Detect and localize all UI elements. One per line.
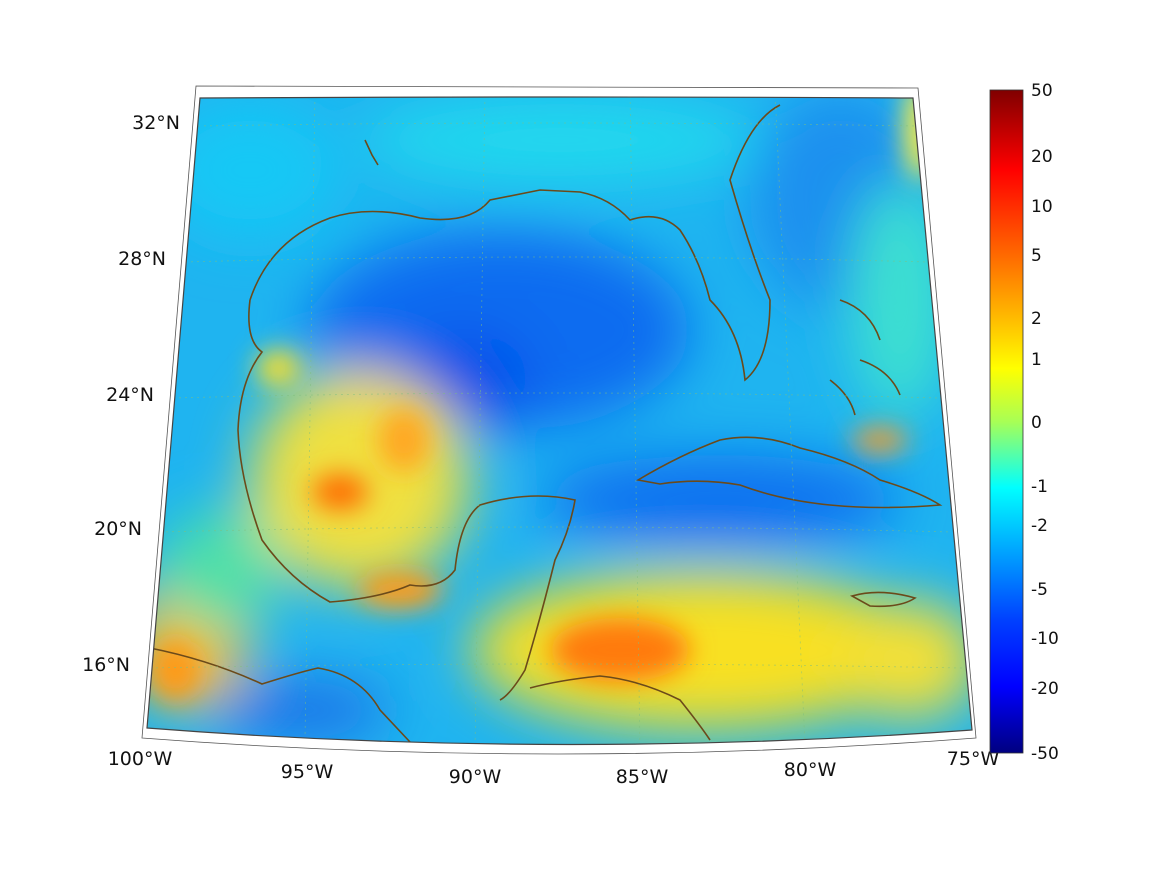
lat-label-16: 16°N	[82, 654, 130, 676]
colorbar-tick-label: -2	[1031, 516, 1048, 536]
colorbar-tick-label: 5	[1031, 246, 1042, 266]
colorbar-tick-label: 20	[1031, 147, 1053, 167]
lat-label-28: 28°N	[118, 248, 166, 270]
colorbar-tick-label: 10	[1031, 197, 1053, 217]
colorbar-tick-label: -10	[1031, 629, 1059, 649]
colorbar-tick-label: 2	[1031, 309, 1042, 329]
lat-label-32: 32°N	[132, 112, 180, 134]
colorbar-tick-label: 0	[1031, 413, 1042, 433]
lon-label-90: 90°W	[449, 766, 502, 788]
lat-label-24: 24°N	[106, 384, 154, 406]
colorbar-tick-label: 1	[1031, 350, 1042, 370]
colorbar-tick-label: -1	[1031, 477, 1048, 497]
colorbar-tick-label: -50	[1031, 744, 1059, 764]
lon-label-95: 95°W	[281, 761, 334, 783]
colorbar-tick-label: 50	[1031, 81, 1053, 101]
lon-label-100: 100°W	[108, 748, 173, 770]
lon-label-85: 85°W	[616, 766, 669, 788]
colorbar-gradient	[990, 90, 1023, 753]
colorbar-tick-label: -5	[1031, 580, 1048, 600]
lat-label-20: 20°N	[94, 518, 142, 540]
lon-label-80: 80°W	[784, 759, 837, 781]
data-field	[100, 80, 1000, 780]
colorbar-tick-label: -20	[1031, 679, 1059, 699]
